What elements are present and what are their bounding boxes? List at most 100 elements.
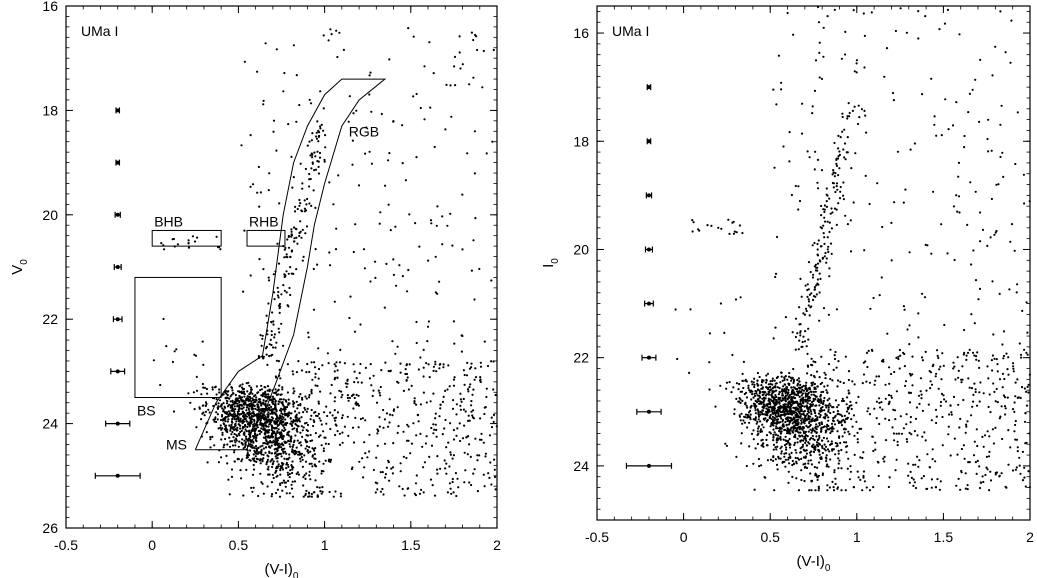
star-point	[787, 423, 791, 426]
star-point	[757, 418, 760, 421]
star-point	[333, 409, 336, 412]
star-point	[310, 390, 313, 393]
star-point	[352, 407, 355, 410]
star-point	[388, 152, 391, 155]
star-point	[719, 302, 723, 305]
star-point	[739, 419, 742, 422]
star-point	[288, 492, 291, 495]
star-point	[220, 438, 223, 441]
star-point	[492, 388, 495, 391]
star-point	[753, 392, 756, 395]
star-point	[495, 425, 498, 428]
star-point	[780, 430, 783, 433]
star-point	[818, 443, 821, 446]
star-point	[415, 320, 418, 324]
star-point	[429, 400, 432, 403]
star-point	[216, 418, 219, 421]
star-point	[820, 169, 824, 172]
star-point	[287, 398, 290, 401]
star-point	[309, 433, 312, 437]
star-point	[942, 364, 945, 367]
star-point	[309, 418, 312, 421]
star-point	[438, 415, 441, 418]
star-point	[762, 442, 765, 445]
star-point	[964, 472, 967, 475]
star-point	[753, 402, 756, 406]
star-point	[938, 28, 941, 31]
star-point	[805, 400, 808, 403]
star-point	[796, 441, 799, 444]
star-point	[959, 488, 962, 491]
star-point	[826, 236, 829, 239]
star-point	[392, 409, 395, 412]
star-point	[814, 398, 817, 401]
star-point	[284, 450, 287, 453]
star-point	[470, 404, 473, 407]
star-point	[788, 453, 791, 456]
star-point	[752, 396, 755, 399]
star-point	[994, 471, 997, 474]
star-point	[797, 391, 800, 395]
star-point	[999, 155, 1002, 159]
star-point	[328, 181, 331, 184]
star-point	[862, 451, 865, 454]
star-point	[324, 146, 327, 149]
star-point	[323, 160, 326, 163]
star-point	[782, 385, 785, 388]
star-point	[827, 245, 830, 248]
star-point	[473, 468, 476, 471]
star-point	[280, 423, 283, 426]
star-point	[290, 483, 293, 486]
star-point	[281, 386, 284, 389]
star-point	[332, 495, 335, 498]
star-point	[772, 88, 775, 91]
star-point	[822, 416, 825, 419]
star-point	[891, 91, 895, 95]
region-box-bhb	[151, 229, 222, 247]
star-point	[817, 448, 820, 452]
star-point	[286, 405, 289, 409]
star-point	[834, 482, 837, 486]
star-point	[952, 395, 956, 398]
star-point	[453, 376, 456, 379]
star-point	[893, 370, 896, 374]
star-point	[248, 425, 251, 428]
star-point	[406, 376, 409, 379]
star-point	[833, 354, 836, 357]
star-point	[314, 384, 317, 387]
star-point	[314, 248, 317, 251]
star-point	[231, 430, 234, 434]
star-point	[821, 256, 825, 259]
star-point	[193, 353, 196, 356]
star-point	[226, 462, 229, 465]
star-point	[319, 90, 322, 93]
star-point	[864, 114, 867, 117]
star-point	[823, 216, 826, 219]
star-point	[472, 409, 475, 412]
star-point	[215, 398, 218, 401]
star-point	[772, 399, 775, 402]
star-point	[746, 426, 749, 429]
star-point	[892, 99, 896, 102]
star-point	[234, 408, 237, 411]
star-point	[737, 388, 740, 391]
star-point	[832, 406, 835, 409]
star-point	[754, 419, 757, 422]
star-point	[490, 426, 494, 429]
star-point	[232, 415, 235, 418]
star-point	[384, 476, 387, 479]
star-point	[1024, 411, 1027, 415]
star-point	[836, 419, 839, 422]
star-point	[900, 432, 904, 435]
star-point	[799, 431, 802, 434]
star-point	[886, 332, 889, 335]
star-point	[221, 431, 224, 434]
star-point	[256, 426, 259, 429]
star-point	[740, 390, 744, 393]
star-point	[459, 67, 462, 70]
star-point	[200, 418, 203, 421]
star-point	[991, 74, 994, 77]
y-tick-label: 18	[42, 102, 58, 118]
star-point	[282, 90, 285, 93]
star-point	[267, 425, 270, 428]
